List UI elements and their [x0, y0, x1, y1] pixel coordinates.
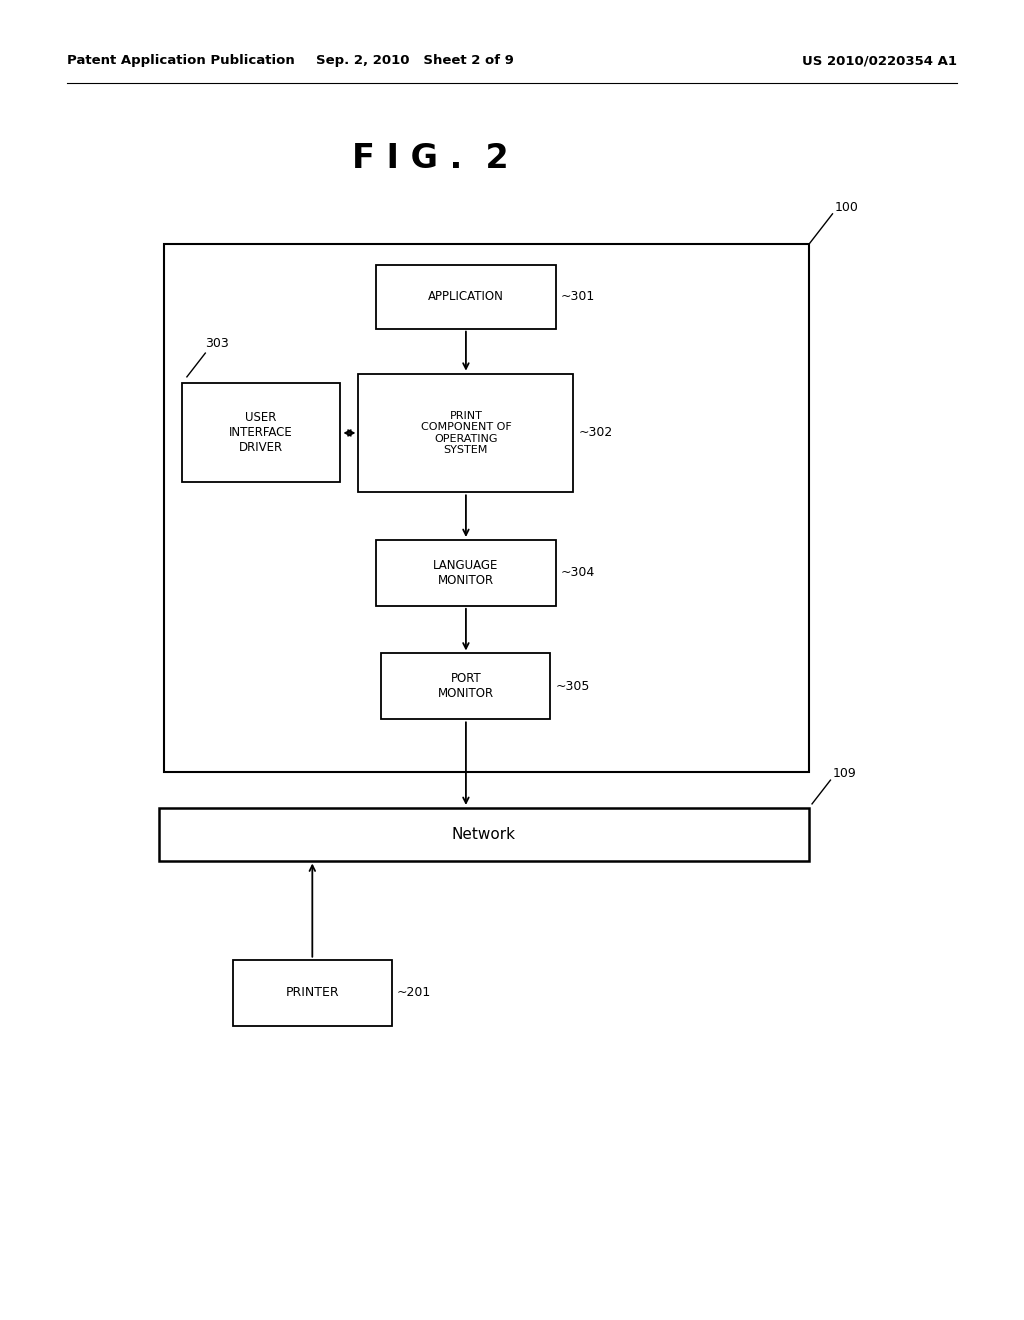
Text: PRINT
COMPONENT OF
OPERATING
SYSTEM: PRINT COMPONENT OF OPERATING SYSTEM: [421, 411, 511, 455]
Bar: [159, 808, 809, 861]
Text: Network: Network: [452, 826, 516, 842]
Text: ~304: ~304: [561, 566, 595, 579]
Text: PRINTER: PRINTER: [286, 986, 339, 999]
Bar: [377, 265, 555, 329]
Text: 100: 100: [835, 201, 858, 214]
Bar: [232, 960, 391, 1026]
Bar: [381, 653, 551, 719]
Text: APPLICATION: APPLICATION: [428, 290, 504, 304]
Bar: [164, 244, 809, 772]
Text: LANGUAGE
MONITOR: LANGUAGE MONITOR: [433, 558, 499, 587]
Text: ~201: ~201: [397, 986, 431, 999]
Text: ~301: ~301: [561, 290, 595, 304]
Text: F I G .  2: F I G . 2: [352, 143, 508, 176]
Text: Patent Application Publication: Patent Application Publication: [67, 54, 294, 67]
Bar: [182, 383, 340, 482]
Text: PORT
MONITOR: PORT MONITOR: [438, 672, 494, 701]
Text: ~305: ~305: [555, 680, 590, 693]
Text: Sep. 2, 2010   Sheet 2 of 9: Sep. 2, 2010 Sheet 2 of 9: [315, 54, 514, 67]
Bar: [377, 540, 555, 606]
Text: US 2010/0220354 A1: US 2010/0220354 A1: [803, 54, 957, 67]
Text: USER
INTERFACE
DRIVER: USER INTERFACE DRIVER: [229, 412, 293, 454]
Text: ~302: ~302: [579, 426, 612, 440]
Text: 109: 109: [833, 767, 856, 780]
Bar: [358, 374, 573, 492]
Text: 303: 303: [205, 338, 229, 350]
